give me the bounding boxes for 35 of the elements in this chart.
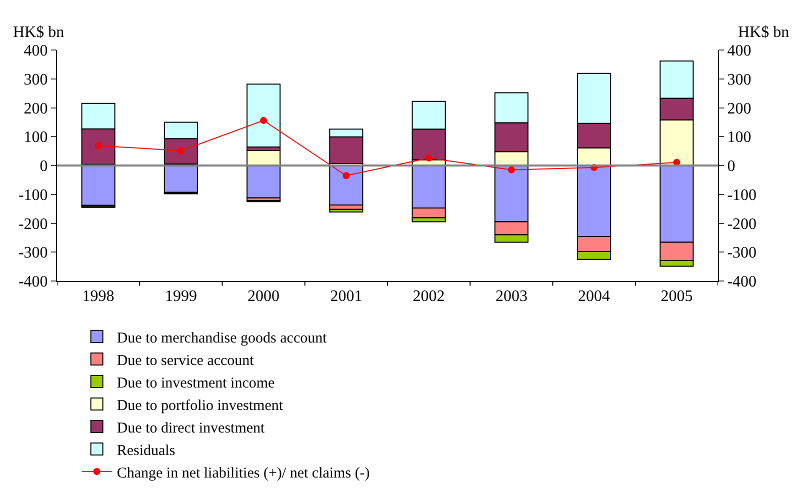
y-tick-label: -200 [18, 216, 48, 233]
y-tick-label: 400 [24, 42, 48, 60]
y-tick-label: 0 [40, 158, 48, 176]
y-tick-label: -100 [18, 186, 48, 204]
y2-tick-label: -400 [727, 274, 757, 291]
y-tick-label: -300 [18, 244, 48, 262]
legend-label: Due to direct investment [116, 420, 266, 436]
x-tick-label: 2003 [495, 288, 528, 306]
legend-label: Due to merchandise goods account [116, 330, 328, 346]
legend-label: Change in net liabilities (+)/ net claims (-) [116, 465, 370, 482]
legend-label: Due to investment income [116, 375, 276, 392]
y-axis-title: HK$ bn [13, 24, 64, 41]
x-tick-label: 2002 [412, 288, 445, 306]
y2-tick-label: 100 [727, 129, 752, 146]
x-tick-label: 2000 [248, 288, 280, 306]
legend-label: Due to service account [116, 352, 255, 369]
y-tick-label: 200 [24, 100, 48, 118]
x-tick-label: 1998 [82, 288, 114, 306]
y-tick-label: 300 [24, 71, 48, 88]
legend-label: Residuals [116, 442, 176, 459]
x-tick-label: 2004 [578, 288, 610, 306]
legend-label: Due to portfolio investment [116, 398, 284, 414]
y2-tick-label: -300 [727, 244, 757, 262]
y2-tick-label: -200 [727, 216, 757, 233]
y2-tick-label: 200 [727, 100, 752, 118]
y-tick-label: -400 [18, 274, 48, 291]
y2-tick-label: 300 [727, 71, 752, 88]
y2-tick-label: 0 [727, 158, 736, 176]
x-tick-label: 1999 [164, 288, 197, 306]
y2-axis-title: HK$ bn [738, 24, 790, 41]
y2-tick-label: 400 [727, 42, 752, 60]
y-tick-label: 100 [24, 129, 48, 146]
x-tick-label: 2001 [330, 288, 362, 306]
y2-tick-label: -100 [727, 186, 757, 204]
x-tick-label: 2005 [660, 288, 693, 306]
